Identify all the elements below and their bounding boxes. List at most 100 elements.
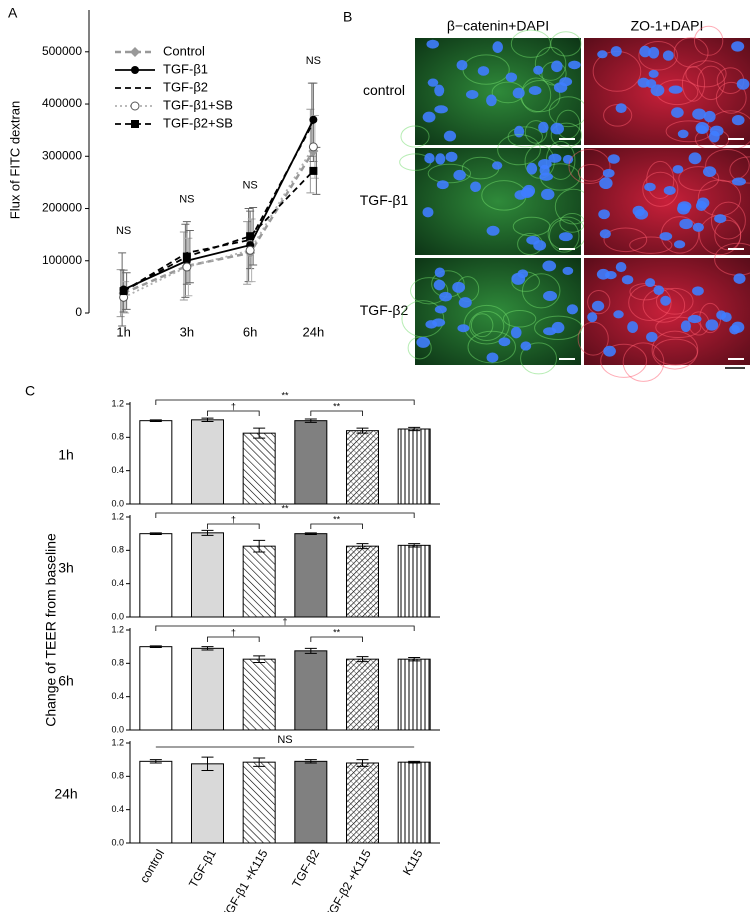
y-tick-label: 300000 — [42, 148, 82, 162]
cell-texture — [407, 336, 432, 360]
error-bar — [304, 418, 317, 423]
nucleus — [510, 326, 522, 339]
row-label: control — [363, 82, 405, 98]
nucleus — [662, 50, 674, 61]
nucleus — [645, 278, 656, 288]
row-label: TGF-β2 — [360, 302, 409, 318]
nucleus — [714, 214, 727, 224]
bar — [191, 647, 224, 731]
legend-label: TGF-β2 — [163, 79, 208, 94]
nucleus — [470, 181, 481, 193]
nucleus — [599, 229, 611, 239]
row-label: TGF-β1 — [360, 192, 409, 208]
nucleus — [677, 129, 689, 139]
x-tick-label: 6h — [243, 324, 257, 339]
error-bar — [201, 756, 214, 771]
nucleus — [514, 125, 525, 138]
y-tick-label: 0.4 — [111, 578, 124, 588]
nucleus — [486, 225, 500, 236]
y-tick-label: 500000 — [42, 44, 82, 58]
cell-texture — [651, 330, 699, 370]
nucleus — [671, 107, 684, 118]
nucleus — [591, 300, 605, 312]
cell-texture — [655, 287, 694, 315]
cell-texture — [497, 134, 541, 166]
nucleus — [543, 290, 558, 302]
error-bar — [304, 532, 317, 535]
series-line — [123, 150, 315, 295]
legend-marker — [131, 120, 139, 128]
nucleus — [526, 162, 538, 175]
cell-texture — [642, 171, 679, 207]
bar — [139, 420, 173, 505]
point — [119, 287, 128, 296]
nucleus — [702, 166, 717, 177]
error-bar — [201, 529, 214, 536]
bar — [191, 419, 224, 505]
nucleus — [731, 41, 745, 52]
cell-texture — [524, 120, 548, 144]
y-tick-label: 1.2 — [111, 624, 124, 634]
nucleus — [424, 152, 435, 164]
nucleus — [562, 154, 574, 164]
cell-texture — [638, 41, 678, 71]
nucleus — [541, 188, 555, 200]
nucleus — [422, 111, 436, 123]
error-bar — [149, 645, 162, 648]
x-tick-label: TGF-β2 +K115 — [322, 847, 374, 912]
bar — [346, 430, 379, 505]
cell-texture — [534, 46, 567, 81]
point — [308, 142, 318, 152]
cell-texture — [714, 219, 742, 251]
significance-label: ** — [333, 627, 341, 637]
nucleus — [520, 341, 532, 351]
point — [245, 245, 255, 255]
significance-label: ** — [281, 390, 289, 400]
cell-texture — [600, 343, 648, 378]
nucleus — [434, 84, 445, 97]
bar — [294, 420, 328, 505]
y-tick-label: 0.0 — [111, 498, 124, 508]
nucleus — [703, 110, 716, 123]
cell-texture — [696, 65, 725, 101]
nucleus — [705, 319, 719, 331]
cell-texture — [603, 227, 648, 253]
nucleus — [687, 314, 702, 324]
nucleus — [439, 291, 452, 302]
error-bar — [408, 760, 421, 764]
error-bar — [356, 759, 369, 767]
nucleus — [677, 203, 691, 215]
cell-texture — [715, 81, 747, 114]
nucleus — [692, 286, 704, 296]
nucleus — [731, 114, 745, 126]
significance-bracket — [207, 636, 260, 642]
nucleus — [512, 87, 525, 99]
nucleus — [551, 321, 565, 334]
cell-texture — [520, 342, 558, 375]
nucleus — [646, 331, 658, 343]
nucleus — [427, 78, 439, 87]
nucleus — [610, 46, 622, 57]
cell-texture — [400, 125, 430, 148]
bar — [397, 658, 431, 731]
nucleus — [627, 321, 638, 334]
error-bar — [149, 759, 162, 764]
panel-label: A — [8, 5, 18, 21]
nucleus — [458, 297, 472, 308]
annotation: NS — [306, 55, 321, 67]
y-tick-label: 0 — [75, 305, 82, 319]
nucleus — [445, 151, 458, 162]
annotation: NS — [179, 193, 194, 205]
nucleus — [660, 295, 671, 306]
panel-row-label: 6h — [58, 673, 74, 689]
y-tick-label: 100000 — [42, 253, 82, 267]
x-tick-label: K115 — [400, 847, 426, 878]
bar — [139, 533, 173, 618]
cell-texture — [629, 236, 673, 254]
nucleus — [709, 130, 720, 143]
significance-label: ** — [281, 503, 289, 513]
error-bar — [356, 543, 369, 550]
significance-bracket — [155, 512, 415, 518]
cell-texture — [646, 160, 675, 200]
panel-row-label: 24h — [54, 786, 77, 802]
